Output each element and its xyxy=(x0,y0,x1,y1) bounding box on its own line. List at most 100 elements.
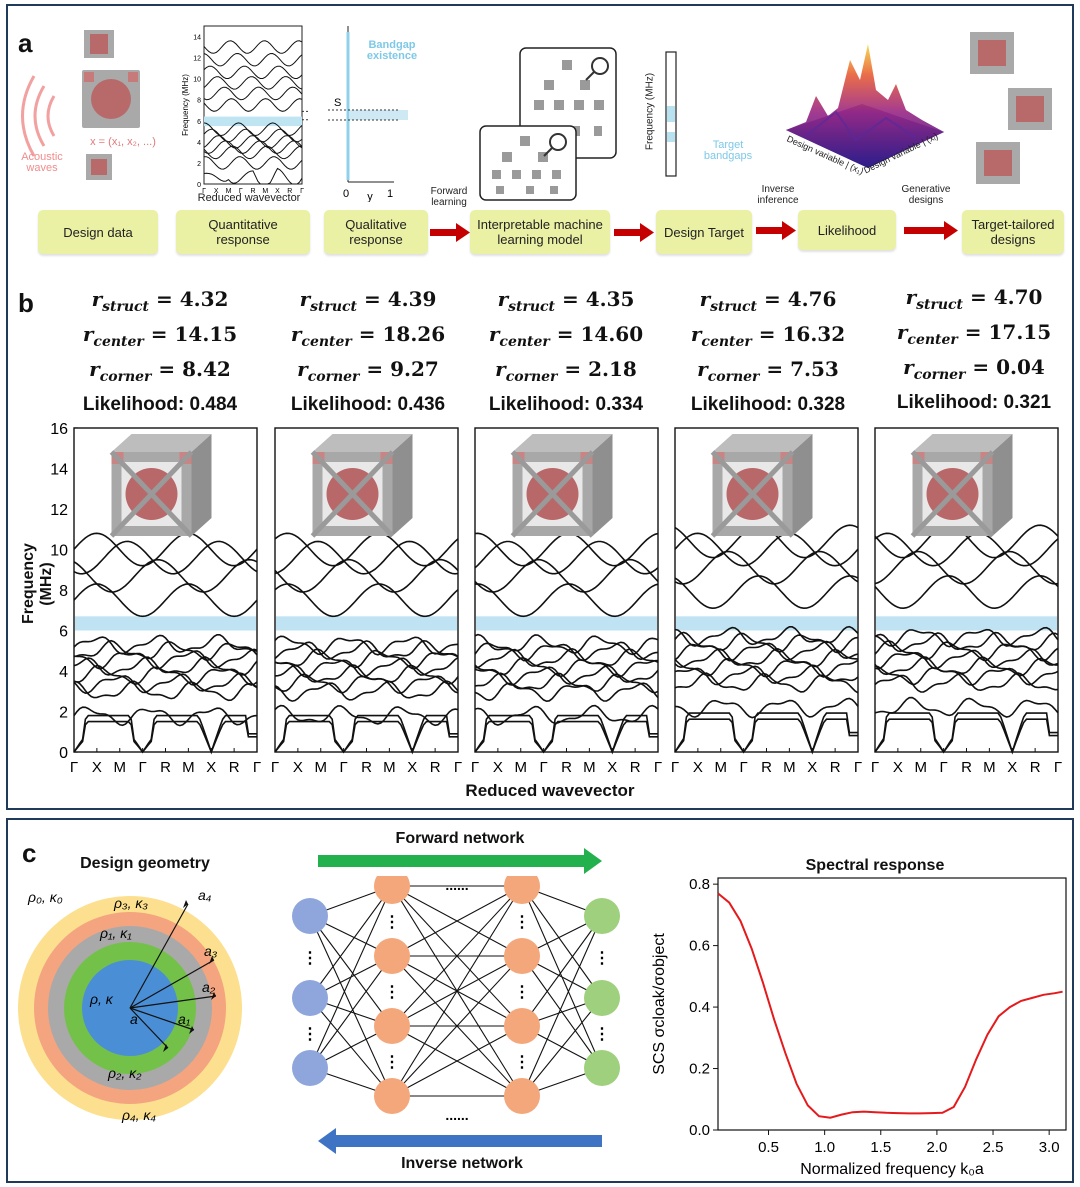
network-vdots: ⋮ xyxy=(384,1054,400,1071)
cube-side-face xyxy=(191,434,212,536)
spectral-xtick: 2.5 xyxy=(983,1139,1004,1156)
design-5-r-center: 17.15 xyxy=(988,320,1052,344)
band-line-low xyxy=(874,656,1059,677)
unit-cell-cube-icon xyxy=(109,434,212,538)
flow-qualitative-response: Qualitative response xyxy=(324,210,428,254)
panel-label-b: b xyxy=(18,288,34,318)
target-plot-ylabel: Frequency (MHz) xyxy=(644,72,656,151)
network-edge xyxy=(309,915,393,1097)
likelihood-surface-plot xyxy=(786,44,944,168)
band-xtick: X xyxy=(607,759,617,776)
network-node xyxy=(504,938,540,974)
band-line-low xyxy=(73,664,258,686)
flow-likelihood: Likelihood xyxy=(798,210,896,250)
design-3-params: rstruct = 4.35 rcenter = 14.60 rcorner =… xyxy=(476,286,656,418)
band-gap-highlight xyxy=(876,616,1057,631)
band-ylabel: Frequency (MHz) xyxy=(20,543,55,624)
band-xtick: Γ xyxy=(854,759,862,776)
network-edge xyxy=(521,997,603,1097)
flow-design-target: Design Target xyxy=(656,210,752,254)
mini-band-gap xyxy=(204,116,302,127)
band-line-low xyxy=(674,697,859,719)
cube-top-face xyxy=(312,434,413,452)
panel-a-b-frame xyxy=(6,4,1074,810)
tailored-designs-illustration xyxy=(970,32,1052,184)
target-bandgaps-label: Target bandgaps xyxy=(703,139,753,162)
network-node xyxy=(584,898,620,934)
forward-network-label: Forward network xyxy=(395,830,525,847)
band-line-low xyxy=(274,648,459,670)
network-node xyxy=(584,980,620,1016)
band-xtick: Γ xyxy=(271,759,279,776)
network-node xyxy=(374,876,410,904)
mini-band-ylabel: Frequency (MHz) xyxy=(181,74,190,136)
design-target-plot xyxy=(665,51,677,177)
band-line-high xyxy=(474,583,659,618)
mini-band-line xyxy=(203,145,303,160)
band-line-low xyxy=(274,639,459,660)
spectral-plot-frame xyxy=(717,877,1067,1131)
band-ytick: 12 xyxy=(50,502,68,519)
network-edge xyxy=(521,915,603,1027)
geometry-radius-line xyxy=(129,1007,169,1049)
design-2-likelihood: Likelihood: 0.436 xyxy=(290,394,446,415)
design-4-r-corner: 7.53 xyxy=(790,357,839,381)
design-3-likelihood: Likelihood: 0.334 xyxy=(488,394,644,415)
band-xtick: R xyxy=(1030,759,1041,776)
mini-band-line xyxy=(203,122,303,137)
flow-arrows xyxy=(430,221,958,242)
design-2-r-struct: 4.39 xyxy=(387,287,437,311)
mini-band-ytick: 10 xyxy=(193,77,201,84)
band-xtick: R xyxy=(630,759,641,776)
design-geometry-diagram: ρ₀, κ₀ ρ₃, κ₃ ρ₁, κ₁ ρ, κ ρ₂, κ₂ ρ₄, κ₄ a₄ a₃ a₂… xyxy=(18,887,242,1123)
band-ytick: 10 xyxy=(50,543,68,560)
geometry-arrowhead-icon xyxy=(209,956,214,964)
generative-designs-label: Generative designs xyxy=(901,184,951,206)
band-gap-highlight xyxy=(676,616,857,631)
cube-side-face xyxy=(992,434,1013,536)
band-xtick: R xyxy=(361,759,372,776)
mini-band-ytick: 8 xyxy=(197,98,201,105)
mini-band-xtick: Γ xyxy=(300,188,304,195)
design-5-likelihood: Likelihood: 0.321 xyxy=(896,392,1052,413)
spectral-xtick: 1.5 xyxy=(870,1139,891,1156)
mini-band-ytick: 2 xyxy=(197,161,201,168)
band-xtick: M xyxy=(915,759,928,776)
magnifier-icon xyxy=(543,57,609,157)
spectral-ytick: 0.2 xyxy=(689,1061,710,1078)
mini-band-xtick: X xyxy=(214,188,219,195)
band-line-low xyxy=(73,648,258,670)
band-xtick: X xyxy=(1007,759,1017,776)
spectral-ylabel-text: SCS σcloak/σobject xyxy=(651,933,668,1075)
gap-band xyxy=(350,110,408,120)
mini-band-xtick: Γ xyxy=(202,188,206,195)
band-ytick: 0 xyxy=(59,745,68,762)
band-xtick: M xyxy=(182,759,195,776)
geometry-layer-label: ρ₂, κ₂ xyxy=(107,1065,142,1081)
band-ytick: 2 xyxy=(59,705,68,722)
cube-strut xyxy=(510,450,595,538)
band-line-low xyxy=(474,633,659,656)
band-xtick: Γ xyxy=(871,759,879,776)
bandgap-existence-plot: S 0 y 1 xyxy=(328,26,408,202)
band-line-low xyxy=(674,631,859,654)
network-edge xyxy=(309,885,393,999)
gap-ylabel: S xyxy=(334,97,341,109)
band-xtick: M xyxy=(383,759,396,776)
band-xtick: Γ xyxy=(939,759,947,776)
band-line-low xyxy=(73,639,258,661)
network-vdots: ⋮ xyxy=(514,1054,530,1071)
network-node xyxy=(292,1050,328,1086)
band-line-low xyxy=(274,704,459,727)
flow-arrow-3-icon xyxy=(756,221,796,240)
network-edge xyxy=(391,885,523,957)
band-xtick: Γ xyxy=(138,759,146,776)
band-xtick: Γ xyxy=(454,759,462,776)
flow-tailored-designs: Target-tailored designs xyxy=(962,210,1064,254)
cube-top-face xyxy=(912,434,1013,452)
mini-band-xtick: M xyxy=(226,188,232,195)
band-line-acoustic xyxy=(674,712,858,755)
design-3-r-corner: 2.18 xyxy=(588,357,637,381)
band-line-high xyxy=(674,550,859,585)
